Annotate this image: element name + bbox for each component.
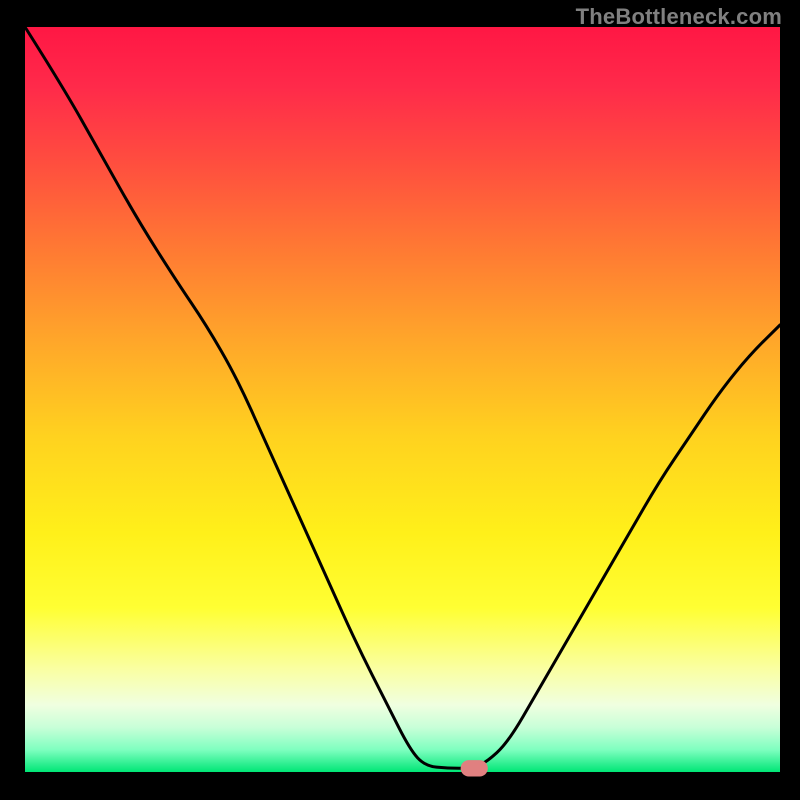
- chart-frame: TheBottleneck.com: [0, 0, 800, 800]
- min-marker: [461, 760, 488, 776]
- plot-background: [25, 27, 780, 772]
- watermark-text: TheBottleneck.com: [576, 4, 782, 30]
- bottleneck-chart: [0, 0, 800, 800]
